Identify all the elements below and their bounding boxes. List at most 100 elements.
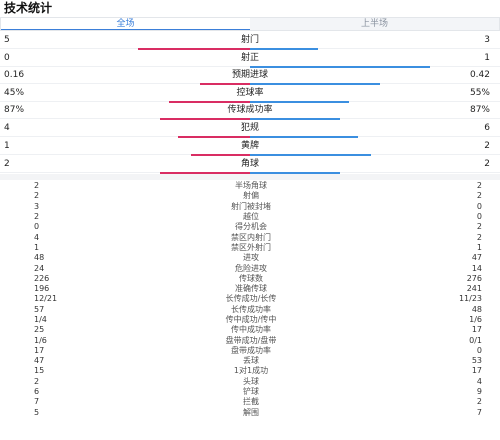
list-item: 25 传中成功率 17 — [10, 325, 492, 335]
list-item: 5 解围 7 — [10, 408, 492, 418]
stat-label: 射偏 — [243, 191, 259, 201]
away-value: 1 — [484, 53, 490, 63]
list-item: 47 丢球 53 — [10, 356, 492, 366]
list-item: 1/4 传中成功/传中 1/6 — [10, 315, 492, 325]
away-value: 17 — [471, 366, 482, 376]
home-bar — [200, 83, 250, 85]
list-item: 1 禁区外射门 1 — [10, 243, 492, 253]
home-bar — [191, 154, 250, 156]
stat-row: 87% 传球成功率 87% — [0, 103, 500, 125]
away-value: 2 — [484, 159, 490, 169]
away-bar — [250, 118, 340, 120]
home-value: 2 — [34, 376, 40, 386]
stat-label: 越位 — [243, 212, 259, 222]
stat-label: 半场角球 — [235, 181, 267, 191]
away-bar — [250, 83, 380, 85]
stat-label: 盘带成功/盘带 — [225, 335, 277, 345]
home-value: 196 — [34, 284, 50, 294]
away-value: 7 — [476, 407, 482, 417]
away-value: 4 — [476, 376, 482, 386]
list-item: 2 越位 0 — [10, 212, 492, 222]
stat-label: 长传成功/长传 — [225, 294, 277, 304]
away-value: 241 — [466, 284, 482, 294]
list-item: 196 准确传球 241 — [10, 284, 492, 294]
home-value: 7 — [34, 397, 40, 407]
stat-row: 0.16 预期进球 0.42 — [0, 68, 500, 90]
away-value: 48 — [471, 304, 482, 314]
list-item: 7 拦截 2 — [10, 397, 492, 407]
away-value: 3 — [484, 35, 490, 45]
stat-label: 角球 — [240, 159, 259, 169]
detailed-stats-list: 2 半场角球 2 2 射偏 2 3 射门被封堵 0 2 越位 0 0 得分机会 2 4 禁区内射门 2 1 禁区外射门… — [10, 181, 492, 418]
away-bar — [250, 66, 430, 68]
tab-full-match[interactable]: 全场 — [1, 18, 250, 30]
page-title: 技术统计 — [4, 1, 53, 15]
away-value: 2 — [476, 222, 482, 232]
away-bar — [250, 154, 371, 156]
home-bar — [160, 172, 250, 174]
home-value: 1/6 — [34, 335, 47, 345]
stat-label: 得分机会 — [235, 222, 267, 232]
stat-label: 铲球 — [243, 387, 259, 397]
home-value: 25 — [34, 325, 45, 335]
away-value: 11/23 — [458, 294, 482, 304]
home-bar — [169, 101, 250, 103]
home-value: 87% — [4, 105, 25, 115]
stat-row: 45% 控球率 55% — [0, 86, 500, 108]
home-value: 0.16 — [4, 70, 25, 80]
home-value: 3 — [34, 201, 40, 211]
away-value: 2 — [476, 181, 482, 191]
tab-first-half[interactable]: 上半场 — [360, 19, 388, 29]
stat-label: 拦截 — [243, 397, 259, 407]
list-item: 15 1对1成功 17 — [10, 366, 492, 376]
home-value: 0 — [4, 53, 10, 63]
home-bar — [138, 48, 250, 50]
stat-label: 1对1成功 — [233, 366, 269, 376]
list-item: 1/6 盘带成功/盘带 0/1 — [10, 335, 492, 345]
away-value: 53 — [471, 356, 482, 366]
stat-label: 传中成功率 — [231, 325, 271, 335]
away-value: 0 — [476, 345, 482, 355]
home-value: 4 — [34, 232, 40, 242]
stat-label: 射门被封堵 — [231, 201, 271, 211]
home-value: 1 — [34, 242, 40, 252]
stat-label: 预期进球 — [231, 70, 268, 80]
list-item: 48 进攻 47 — [10, 253, 492, 263]
home-value: 2 — [34, 181, 40, 191]
stat-label: 头球 — [243, 376, 259, 386]
list-item: 4 禁区内射门 2 — [10, 232, 492, 242]
away-bar — [250, 48, 318, 50]
away-bar — [250, 136, 358, 138]
stat-label: 解围 — [243, 407, 259, 417]
stat-row: 1 黄牌 2 — [0, 139, 500, 161]
away-value: 2 — [476, 397, 482, 407]
stat-row: 4 犯规 6 — [0, 121, 500, 143]
stat-label: 准确传球 — [235, 284, 267, 294]
home-value: 2 — [34, 191, 40, 201]
away-value: 0 — [476, 212, 482, 222]
away-value: 14 — [471, 263, 482, 273]
list-item: 3 射门被封堵 0 — [10, 202, 492, 212]
stat-label: 禁区外射门 — [231, 242, 271, 252]
home-bar — [160, 118, 250, 120]
home-value: 47 — [34, 356, 45, 366]
away-bar — [250, 172, 340, 174]
stat-label: 射门 — [240, 35, 259, 45]
stat-label: 犯规 — [240, 123, 259, 133]
stat-label: 传中成功/传中 — [225, 315, 277, 324]
home-value: 2 — [4, 159, 10, 169]
stat-label: 禁区内射门 — [231, 232, 271, 242]
away-value: 2 — [484, 141, 490, 151]
home-value: 1 — [4, 141, 10, 151]
home-value: 5 — [34, 407, 40, 417]
home-value: 5 — [4, 35, 10, 45]
stat-label: 盘带成功率 — [231, 345, 271, 355]
away-value: 6 — [484, 123, 490, 133]
away-value: 47 — [471, 253, 482, 263]
list-item: 226 传球数 276 — [10, 274, 492, 284]
stat-label: 长传成功率 — [231, 304, 271, 314]
stat-row: 5 射门 3 — [0, 33, 500, 55]
stat-label: 危险进攻 — [235, 263, 267, 273]
list-item: 2 头球 4 — [10, 377, 492, 387]
home-value: 4 — [4, 123, 10, 133]
